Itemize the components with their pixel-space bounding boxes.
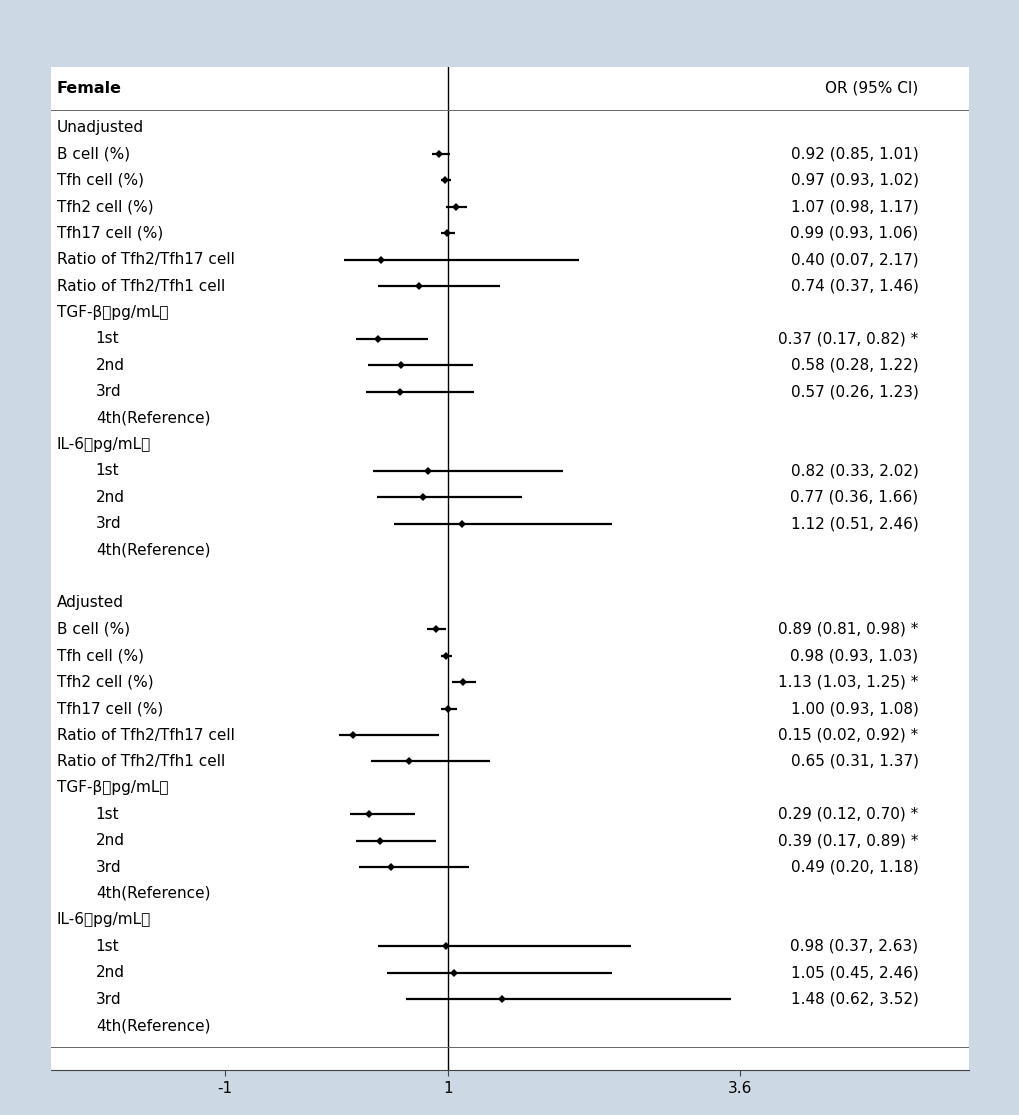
Text: 0.39 (0.17, 0.89) *: 0.39 (0.17, 0.89) *	[777, 833, 918, 849]
Text: Tfh17 cell (%): Tfh17 cell (%)	[56, 225, 163, 241]
Text: 1st: 1st	[96, 939, 119, 953]
Text: 0.77 (0.36, 1.66): 0.77 (0.36, 1.66)	[790, 489, 918, 505]
Text: 0.99 (0.93, 1.06): 0.99 (0.93, 1.06)	[790, 225, 918, 241]
Text: Ratio of Tfh2/Tfh17 cell: Ratio of Tfh2/Tfh17 cell	[56, 727, 234, 743]
Text: 4th(Reference): 4th(Reference)	[96, 410, 210, 426]
Text: 1st: 1st	[96, 807, 119, 822]
Text: 0.97 (0.93, 1.02): 0.97 (0.93, 1.02)	[790, 173, 918, 188]
Text: Ratio of Tfh2/Tfh1 cell: Ratio of Tfh2/Tfh1 cell	[56, 754, 224, 769]
Text: 0.98 (0.37, 2.63): 0.98 (0.37, 2.63)	[790, 939, 918, 953]
Text: Tfh cell (%): Tfh cell (%)	[56, 173, 144, 188]
Text: Female: Female	[56, 80, 121, 96]
Text: 3rd: 3rd	[96, 385, 121, 399]
Text: 1.00 (0.93, 1.08): 1.00 (0.93, 1.08)	[790, 701, 918, 716]
Text: 1.05 (0.45, 2.46): 1.05 (0.45, 2.46)	[790, 966, 918, 980]
Text: 0.29 (0.12, 0.70) *: 0.29 (0.12, 0.70) *	[777, 807, 918, 822]
Text: 0.89 (0.81, 0.98) *: 0.89 (0.81, 0.98) *	[777, 622, 918, 637]
Text: 0.40 (0.07, 2.17): 0.40 (0.07, 2.17)	[790, 252, 918, 268]
Text: 3rd: 3rd	[96, 991, 121, 1007]
Text: 0.37 (0.17, 0.82) *: 0.37 (0.17, 0.82) *	[777, 331, 918, 347]
Text: Tfh2 cell (%): Tfh2 cell (%)	[56, 675, 153, 690]
Text: 2nd: 2nd	[96, 833, 124, 849]
Text: 0.58 (0.28, 1.22): 0.58 (0.28, 1.22)	[790, 358, 918, 372]
Text: 1.48 (0.62, 3.52): 1.48 (0.62, 3.52)	[790, 991, 918, 1007]
Text: IL-6（pg/mL）: IL-6（pg/mL）	[56, 437, 151, 452]
Text: 1st: 1st	[96, 331, 119, 347]
Text: 0.92 (0.85, 1.01): 0.92 (0.85, 1.01)	[790, 146, 918, 162]
Text: B cell (%): B cell (%)	[56, 622, 129, 637]
Text: 2nd: 2nd	[96, 966, 124, 980]
Text: 0.49 (0.20, 1.18): 0.49 (0.20, 1.18)	[790, 860, 918, 874]
Text: 1.13 (1.03, 1.25) *: 1.13 (1.03, 1.25) *	[777, 675, 918, 690]
Text: TGF-β（pg/mL）: TGF-β（pg/mL）	[56, 780, 168, 795]
Text: 0.15 (0.02, 0.92) *: 0.15 (0.02, 0.92) *	[777, 727, 918, 743]
Text: 1st: 1st	[96, 464, 119, 478]
Text: OR (95% CI): OR (95% CI)	[824, 80, 918, 96]
Text: 0.82 (0.33, 2.02): 0.82 (0.33, 2.02)	[790, 464, 918, 478]
Text: Adjusted: Adjusted	[56, 595, 123, 611]
Text: Ratio of Tfh2/Tfh1 cell: Ratio of Tfh2/Tfh1 cell	[56, 279, 224, 293]
Text: 3rd: 3rd	[96, 860, 121, 874]
Text: Ratio of Tfh2/Tfh17 cell: Ratio of Tfh2/Tfh17 cell	[56, 252, 234, 268]
Text: 1.07 (0.98, 1.17): 1.07 (0.98, 1.17)	[790, 200, 918, 214]
Text: 1.12 (0.51, 2.46): 1.12 (0.51, 2.46)	[790, 516, 918, 531]
Text: Tfh2 cell (%): Tfh2 cell (%)	[56, 200, 153, 214]
Text: 0.65 (0.31, 1.37): 0.65 (0.31, 1.37)	[790, 754, 918, 769]
Text: Tfh17 cell (%): Tfh17 cell (%)	[56, 701, 163, 716]
Text: Unadjusted: Unadjusted	[56, 120, 144, 135]
Text: IL-6（pg/mL）: IL-6（pg/mL）	[56, 912, 151, 928]
Text: 0.74 (0.37, 1.46): 0.74 (0.37, 1.46)	[790, 279, 918, 293]
Text: 3rd: 3rd	[96, 516, 121, 531]
Text: 4th(Reference): 4th(Reference)	[96, 1018, 210, 1032]
Text: Tfh cell (%): Tfh cell (%)	[56, 648, 144, 663]
Text: 4th(Reference): 4th(Reference)	[96, 886, 210, 901]
Text: 2nd: 2nd	[96, 358, 124, 372]
Text: B cell (%): B cell (%)	[56, 146, 129, 162]
Text: 4th(Reference): 4th(Reference)	[96, 543, 210, 558]
Text: 2nd: 2nd	[96, 489, 124, 505]
Text: TGF-β（pg/mL）: TGF-β（pg/mL）	[56, 306, 168, 320]
Text: 0.57 (0.26, 1.23): 0.57 (0.26, 1.23)	[790, 385, 918, 399]
Text: 0.98 (0.93, 1.03): 0.98 (0.93, 1.03)	[790, 648, 918, 663]
